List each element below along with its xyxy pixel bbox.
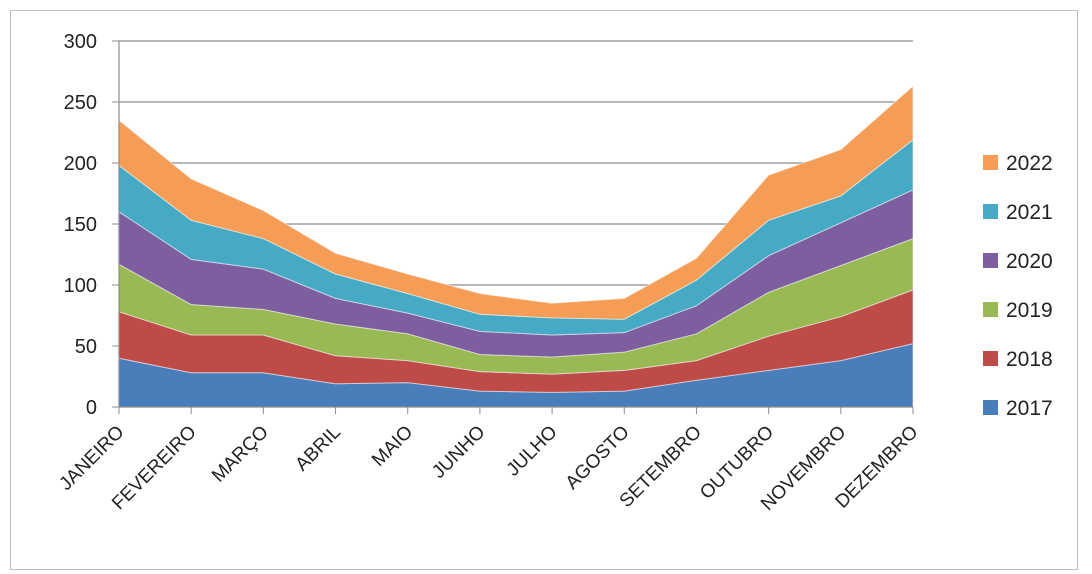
y-tick-label: 50	[75, 336, 97, 358]
x-tick-label: MARÇO	[208, 422, 273, 487]
legend-swatch	[983, 204, 998, 219]
legend-swatch	[983, 400, 998, 415]
axes	[112, 40, 914, 414]
legend-item-2017[interactable]: 2017	[983, 397, 1053, 420]
legend[interactable]: 2022 2021 2020 2019 2018 2017	[983, 152, 1053, 420]
legend-label: 2020	[1006, 250, 1053, 273]
y-tick-label: 200	[64, 153, 97, 175]
area-series-2022[interactable]	[118, 84, 914, 320]
legend-swatch	[983, 253, 998, 268]
legend-label: 2018	[1006, 348, 1053, 371]
legend-swatch	[983, 302, 998, 317]
legend-label: 2021	[1006, 201, 1053, 224]
legend-swatch	[983, 351, 998, 366]
x-tick-label: ABRIL	[291, 422, 345, 476]
x-tick-label: MAIO	[368, 422, 417, 471]
y-tick-label: 150	[64, 214, 97, 236]
plot-area	[118, 84, 914, 408]
legend-item-2022[interactable]: 2022	[983, 152, 1053, 175]
legend-label: 2022	[1006, 152, 1053, 175]
legend-item-2019[interactable]: 2019	[983, 299, 1053, 322]
legend-label: 2017	[1006, 397, 1053, 420]
legend-swatch	[983, 155, 998, 170]
legend-item-2018[interactable]: 2018	[983, 348, 1053, 371]
x-tick-label: JUNHO	[428, 422, 489, 483]
chart-area[interactable]: 0 50 100 150 200 250 300 JANEIRO FEVEREIRO MARÇO…	[10, 10, 1078, 570]
x-tick-label: AGOSTO	[562, 422, 634, 494]
legend-item-2020[interactable]: 2020	[983, 250, 1053, 273]
y-tick-label: 100	[64, 275, 97, 297]
legend-item-2021[interactable]: 2021	[983, 201, 1053, 224]
y-tick-label: 0	[86, 397, 97, 419]
y-axis-tick-labels: 0 50 100 150 200 250 300	[64, 31, 97, 419]
x-tick-label: JANEIRO	[55, 422, 128, 495]
y-tick-label: 300	[64, 31, 97, 53]
legend-label: 2019	[1006, 299, 1053, 322]
y-tick-label: 250	[64, 92, 97, 114]
x-tick-label: JULHO	[503, 422, 562, 481]
